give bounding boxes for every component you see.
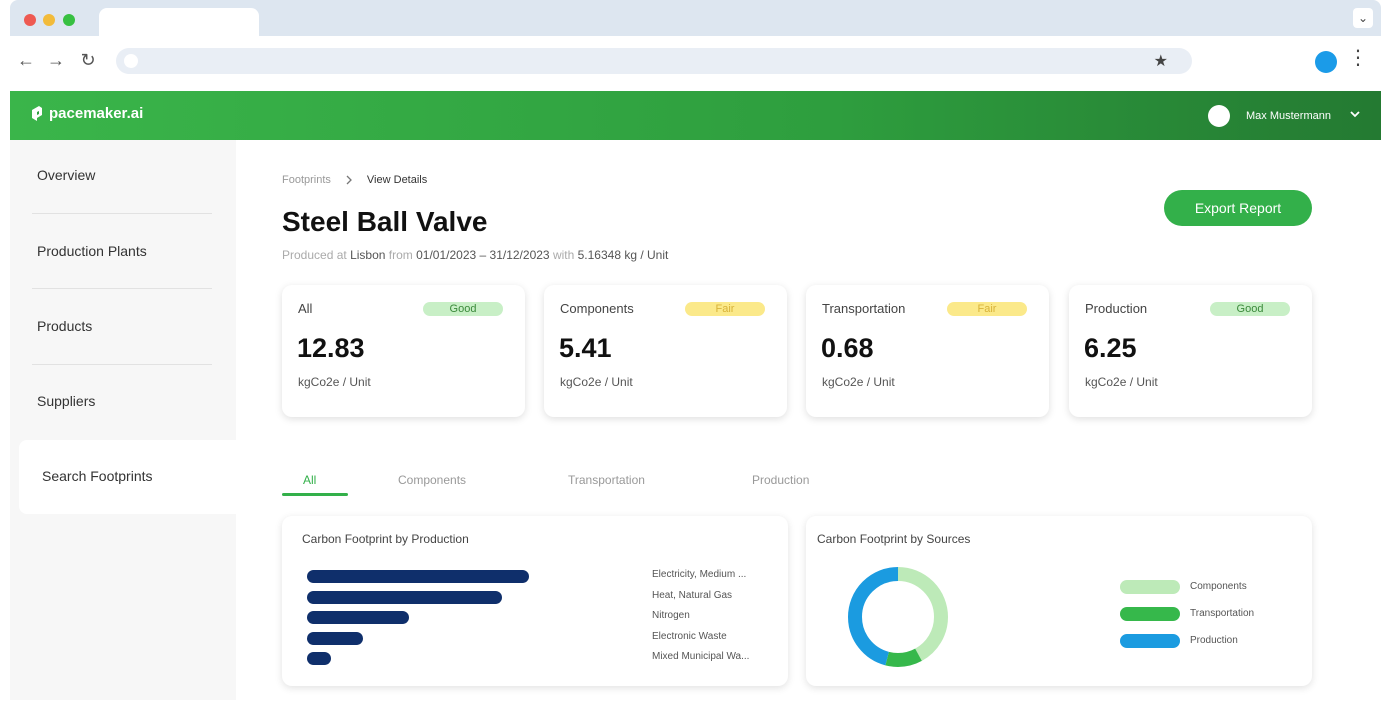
legend-label: Components — [1190, 581, 1247, 592]
sidebar-divider — [32, 213, 212, 214]
sources-donut-chart — [848, 567, 948, 667]
browser-menu-icon[interactable]: ⋮ — [1348, 47, 1368, 69]
chevron-down-icon[interactable] — [1348, 107, 1362, 121]
card-unit: kgCo2e / Unit — [298, 375, 371, 389]
card-value: 12.83 — [297, 333, 365, 363]
sidebar-item-suppliers[interactable]: Suppliers — [37, 393, 96, 409]
production-bar[interactable] — [307, 570, 529, 583]
tab-transportation[interactable]: Transportation — [568, 473, 645, 487]
bar-label: Nitrogen — [652, 610, 690, 621]
footprint-card-production[interactable]: Production Good 6.25 kgCo2e / Unit — [1069, 285, 1312, 417]
maximize-window-icon[interactable] — [63, 14, 75, 26]
legend-swatch — [1120, 634, 1180, 648]
sources-chart-panel: Carbon Footprint by Sources Components Tr… — [806, 516, 1312, 686]
production-bar[interactable] — [307, 611, 409, 624]
sidebar-item-overview[interactable]: Overview — [37, 167, 96, 183]
bar-label: Heat, Natural Gas — [652, 589, 733, 601]
product-location: Lisbon — [350, 248, 386, 262]
bar-label: Electronic Waste — [652, 630, 727, 642]
card-unit: kgCo2e / Unit — [1085, 375, 1158, 389]
legend-label: Transportation — [1190, 608, 1255, 619]
status-badge: Good — [1210, 302, 1290, 316]
tab-components[interactable]: Components — [398, 473, 467, 487]
legend-label: Production — [1190, 635, 1238, 646]
forward-icon[interactable]: → — [47, 50, 65, 70]
bar-label: Electricity, Medium ... — [652, 569, 747, 580]
reload-icon[interactable]: ↻ — [80, 50, 96, 70]
breadcrumb: Footprints View Details — [282, 174, 427, 186]
card-value: 0.68 — [821, 333, 874, 363]
sidebar-item-products[interactable]: Products — [37, 318, 93, 334]
card-value: 6.25 — [1084, 333, 1137, 363]
app-header: pacemaker.ai Max Mustermann — [10, 91, 1381, 140]
card-label: Components — [560, 301, 634, 316]
production-bar[interactable] — [307, 652, 331, 665]
status-badge: Fair — [947, 302, 1027, 316]
legend-swatch — [1120, 607, 1180, 621]
footprint-card-components[interactable]: Components Fair 5.41 kgCo2e / Unit — [544, 285, 787, 417]
tab-production[interactable]: Production — [752, 473, 810, 487]
logo-text: pacemaker.ai — [49, 105, 144, 122]
breadcrumb-current: View Details — [366, 174, 428, 186]
sidebar-item-production-plants[interactable]: Production Plants — [37, 243, 147, 259]
browser-tab-strip: ⌄ — [10, 0, 1381, 36]
close-window-icon[interactable] — [24, 14, 36, 26]
minimize-window-icon[interactable] — [43, 14, 55, 26]
tab-list-chevron-icon[interactable]: ⌄ — [1353, 8, 1373, 28]
footprint-card-all[interactable]: All Good 12.83 kgCo2e / Unit — [282, 285, 525, 417]
sidebar: Overview Production Plants Products Supp… — [10, 140, 251, 700]
back-icon[interactable]: ← — [17, 50, 35, 70]
logo-mark-icon — [32, 106, 42, 121]
page-title: Steel Ball Valve — [282, 206, 488, 237]
card-value: 5.41 — [559, 333, 612, 363]
browser-toolbar: ← → ↻ ★ ⋮ — [10, 36, 1381, 90]
app-logo[interactable]: pacemaker.ai — [30, 105, 143, 122]
status-badge: Fair — [685, 302, 765, 316]
sidebar-divider — [32, 364, 212, 365]
breadcrumb-parent[interactable]: Footprints — [282, 174, 331, 186]
chevron-right-icon — [346, 175, 352, 185]
footprint-card-transportation[interactable]: Transportation Fair 0.68 kgCo2e / Unit — [806, 285, 1049, 417]
card-unit: kgCo2e / Unit — [560, 375, 633, 389]
production-bar[interactable] — [307, 631, 363, 645]
donut-segment-transportation[interactable] — [848, 567, 948, 667]
tab-all[interactable]: All — [303, 473, 317, 487]
product-subtitle: Produced at Lisbon from 01/01/2023 – 31/… — [282, 248, 669, 262]
production-chart-panel: Carbon Footprint by Production Electrici… — [282, 516, 788, 686]
card-label: Production — [1085, 301, 1148, 316]
card-label: Transportation — [822, 301, 906, 316]
active-tab-indicator — [282, 493, 348, 496]
site-info-icon[interactable] — [124, 54, 138, 68]
export-report-button[interactable]: Export Report — [1164, 190, 1312, 226]
bookmark-star-icon[interactable]: ★ — [1153, 53, 1168, 70]
card-label: All — [298, 301, 313, 316]
date-range: 01/01/2023 – 31/12/2023 — [416, 248, 550, 262]
production-bar[interactable] — [307, 590, 502, 604]
status-badge: Good — [423, 302, 503, 316]
address-bar[interactable]: ★ — [116, 48, 1192, 74]
donut-segment-production[interactable] — [848, 567, 948, 667]
user-avatar[interactable] — [1208, 105, 1230, 127]
product-weight: 5.16348 kg / Unit — [577, 248, 669, 262]
main-content: Footprints View Details Steel Ball Valve… — [236, 140, 1381, 700]
sidebar-item-search-footprints[interactable]: Search Footprints — [19, 440, 251, 514]
card-unit: kgCo2e / Unit — [822, 375, 895, 389]
legend-swatch — [1120, 580, 1180, 594]
panel-title: Carbon Footprint by Production — [302, 532, 469, 546]
browser-profile-avatar[interactable] — [1315, 51, 1337, 73]
bar-label: Mixed Municipal Wa... — [652, 651, 750, 662]
browser-tab[interactable] — [99, 8, 259, 36]
user-name[interactable]: Max Mustermann — [1246, 110, 1331, 122]
sidebar-item-label: Search Footprints — [42, 468, 153, 484]
panel-title: Carbon Footprint by Sources — [817, 532, 971, 546]
sidebar-divider — [32, 288, 212, 289]
footprint-tabs: All Components Transportation Production — [282, 470, 1312, 496]
